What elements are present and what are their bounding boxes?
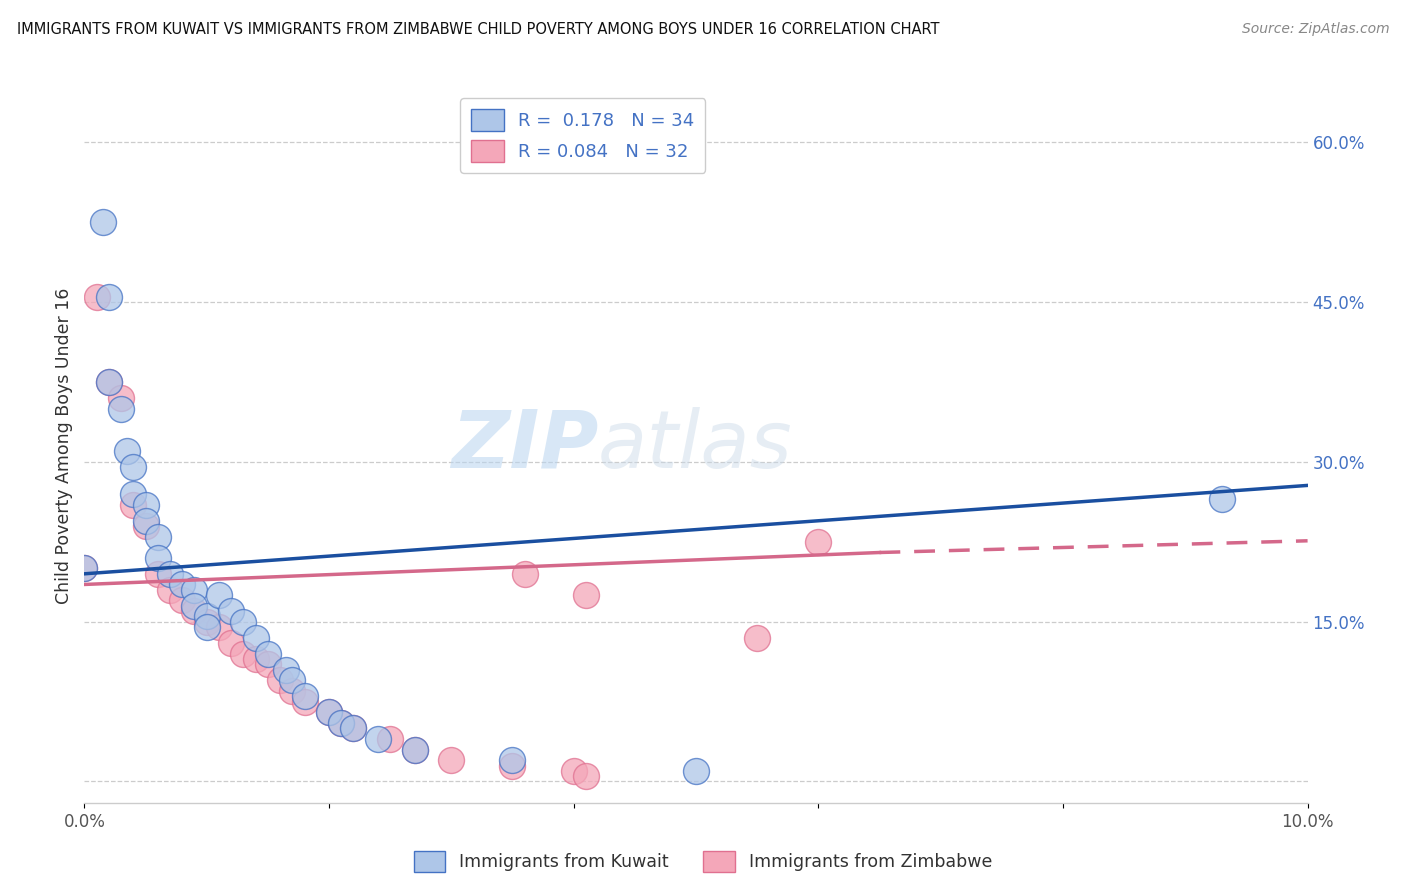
Point (330, 715, 353, 730)
Point (404, 742, 426, 756)
Point (219, 636, 242, 650)
Point (342, 721, 364, 735)
Point (747, 631, 769, 645)
Text: Source: ZipAtlas.com: Source: ZipAtlas.com (1241, 22, 1389, 37)
Point (122, 460, 145, 475)
Point (318, 706, 340, 720)
Point (232, 615, 254, 629)
Point (172, 593, 194, 607)
Point (257, 647, 280, 661)
Point (208, 620, 231, 634)
Point (440, 753, 463, 767)
Point (294, 690, 316, 704)
Point (73, 561, 96, 575)
Point (575, 769, 598, 783)
Point (330, 715, 353, 730)
Point (318, 706, 340, 720)
Point (183, 604, 205, 618)
Point (195, 615, 218, 629)
Point (146, 529, 169, 543)
Text: ZIP: ZIP (451, 407, 598, 485)
Point (685, 764, 707, 778)
Text: IMMIGRANTS FROM KUWAIT VS IMMIGRANTS FROM ZIMBABWE CHILD POVERTY AMONG BOYS UNDE: IMMIGRANTS FROM KUWAIT VS IMMIGRANTS FRO… (17, 22, 939, 37)
Point (404, 742, 426, 756)
Point (342, 721, 364, 735)
Point (513, 566, 536, 581)
Point (281, 673, 304, 688)
Point (183, 582, 205, 597)
Point (367, 731, 389, 746)
Point (208, 588, 231, 602)
Point (159, 566, 181, 581)
Point (73, 561, 96, 575)
Point (257, 657, 280, 672)
Point (502, 753, 524, 767)
Point (294, 695, 316, 709)
Point (146, 550, 169, 565)
Point (219, 604, 242, 618)
Point (232, 647, 254, 661)
Point (159, 582, 181, 597)
Point (91, 215, 114, 229)
Point (110, 401, 132, 416)
Point (135, 519, 157, 533)
Point (562, 764, 585, 778)
Point (245, 631, 267, 645)
Point (195, 609, 218, 624)
Text: atlas: atlas (598, 407, 793, 485)
Point (110, 391, 132, 405)
Point (172, 577, 194, 591)
Point (575, 588, 598, 602)
Legend: Immigrants from Kuwait, Immigrants from Zimbabwe: Immigrants from Kuwait, Immigrants from … (408, 844, 998, 879)
Point (245, 652, 267, 666)
Point (97, 375, 120, 389)
Point (807, 534, 830, 549)
Point (195, 620, 218, 634)
Y-axis label: Child Poverty Among Boys Under 16: Child Poverty Among Boys Under 16 (55, 288, 73, 604)
Point (122, 498, 145, 512)
Point (86, 290, 108, 304)
Point (1211, 492, 1233, 507)
Point (115, 444, 138, 458)
Point (380, 731, 402, 746)
Point (269, 673, 291, 688)
Point (183, 599, 205, 613)
Point (502, 758, 524, 772)
Legend: R =  0.178   N = 34, R = 0.084   N = 32: R = 0.178 N = 34, R = 0.084 N = 32 (460, 98, 706, 173)
Point (122, 487, 145, 501)
Point (281, 684, 304, 698)
Point (97, 375, 120, 389)
Point (97, 290, 120, 304)
Point (135, 498, 157, 512)
Point (135, 514, 157, 528)
Point (276, 663, 298, 677)
Point (146, 566, 169, 581)
